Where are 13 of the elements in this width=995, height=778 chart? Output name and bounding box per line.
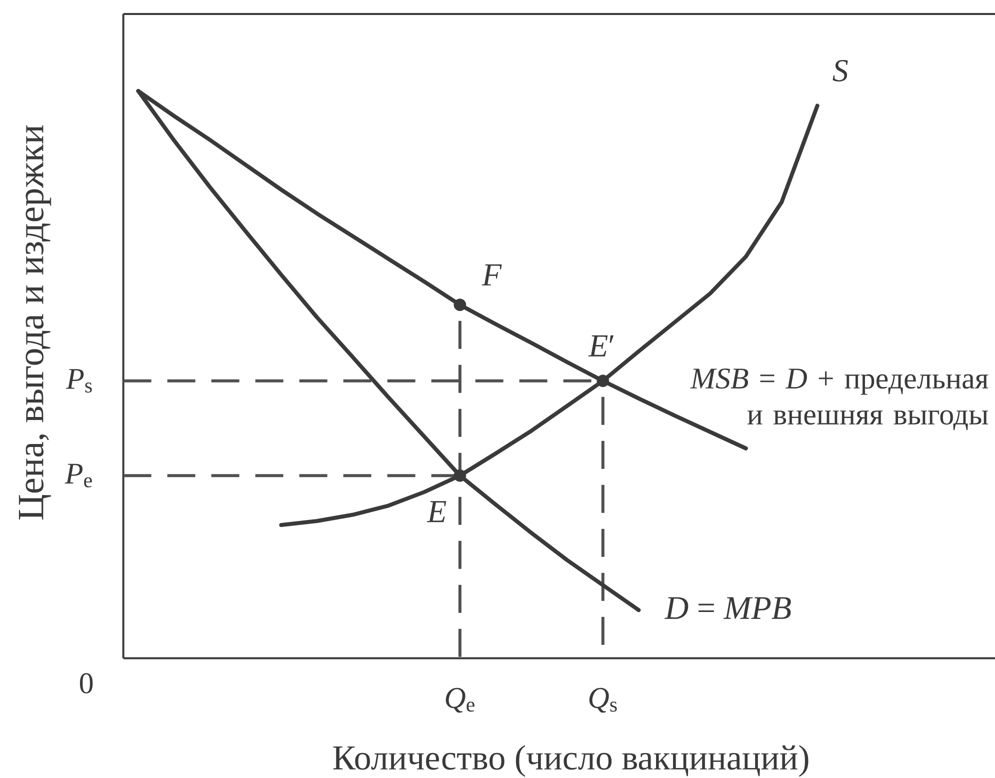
x-axis-title: Количество (число вакцинаций) [333,745,808,777]
ref-line-label: P$_{e}$ [64,464,92,488]
series-label: E′ [588,335,614,356]
series-label: MSB = D + предельная и внешняя выгоды [690,368,988,430]
series-label: D = MPB [664,597,791,619]
series-label: S [832,60,848,82]
ref-line-label: P$_{s}$ [66,369,92,393]
y-axis-title: Цена, выгода и издержки [18,125,52,520]
series-label: F [482,264,502,286]
text: 0 [80,673,93,694]
x-tick-label: Q$_{e}$ [446,688,474,713]
x-tick-label: Q$_{s}$ [589,688,617,713]
series-label: E [426,501,446,522]
